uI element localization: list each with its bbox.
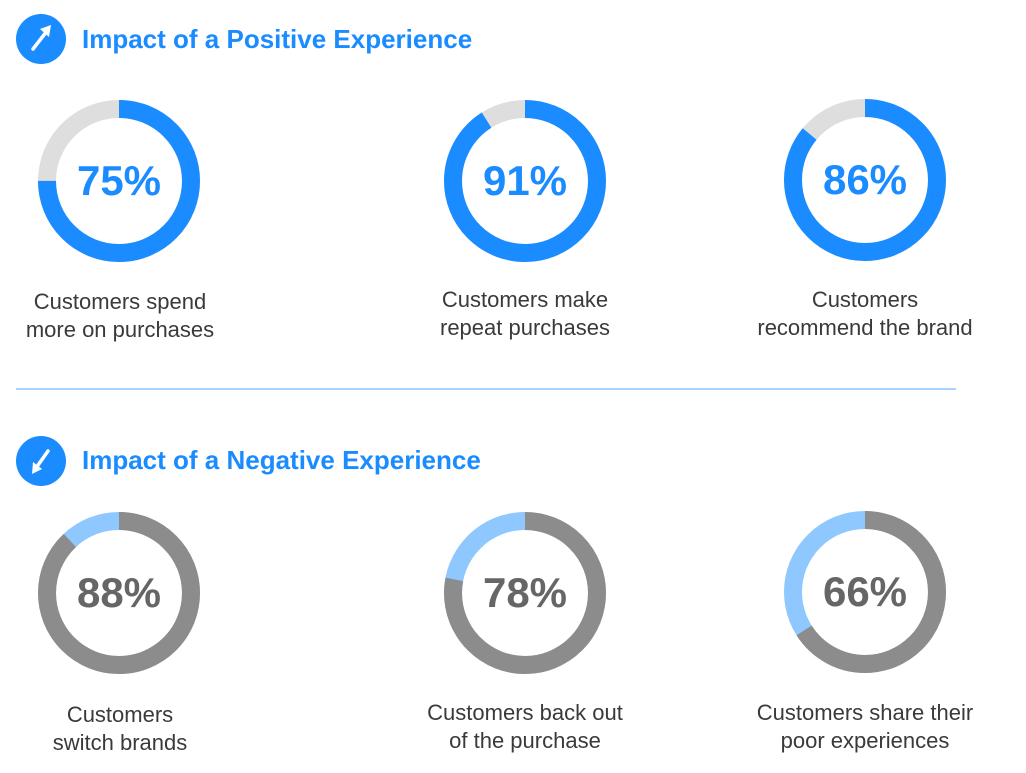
donut-chart-switch-brands: 88% [34, 508, 204, 678]
donut-chart-recommend-brand: 86% [780, 95, 950, 265]
caption-line: Customers make [441, 287, 609, 312]
negative-section-title: Impact of a Negative Experience [82, 445, 481, 475]
caption-line: Customers spend [33, 289, 207, 314]
donut-chart-repeat-purchases: 91% [440, 96, 610, 266]
section-divider [16, 388, 956, 390]
caption-line: Customers back out [427, 700, 623, 725]
donut-caption: Customers switch brands [0, 701, 260, 757]
positive-section-title: Impact of a Positive Experience [82, 24, 473, 54]
caption-line: Customers [66, 702, 174, 727]
caption-line: Customers [811, 287, 919, 312]
caption-line: more on purchases [25, 317, 215, 342]
donut-percentage: 78% [482, 569, 568, 616]
donut-caption: Customers back out of the purchase [385, 699, 665, 755]
caption-line: repeat purchases [440, 315, 610, 340]
donut-chart-spend-more: 75% [34, 96, 204, 266]
arrow-down-left-icon [16, 436, 66, 486]
donut-caption: Customers share their poor experiences [725, 699, 1005, 755]
donut-progress [444, 100, 606, 262]
caption-line: poor experiences [780, 728, 950, 753]
donut-progress [38, 100, 200, 262]
arrow-up-right-icon [16, 14, 66, 64]
donut-chart-share-experiences: 66% [780, 507, 950, 677]
donut-percentage: 75% [76, 157, 162, 204]
donut-caption: Customers recommend the brand [725, 286, 1005, 342]
donut-caption: Customers make repeat purchases [385, 286, 665, 342]
donut-progress [784, 511, 946, 673]
caption-line: recommend the brand [757, 315, 973, 340]
donut-percentage: 86% [822, 156, 908, 203]
caption-line: of the purchase [449, 728, 601, 753]
donut-caption: Customers spend more on purchases [0, 288, 260, 344]
donut-progress [38, 512, 200, 674]
donut-percentage: 66% [822, 568, 908, 615]
donut-chart-back-out: 78% [440, 508, 610, 678]
donut-progress [444, 512, 606, 674]
donut-progress [784, 99, 946, 261]
caption-line: switch brands [52, 730, 188, 755]
donut-percentage: 91% [482, 157, 568, 204]
caption-line: Customers share their [756, 700, 974, 725]
donut-percentage: 88% [76, 569, 162, 616]
